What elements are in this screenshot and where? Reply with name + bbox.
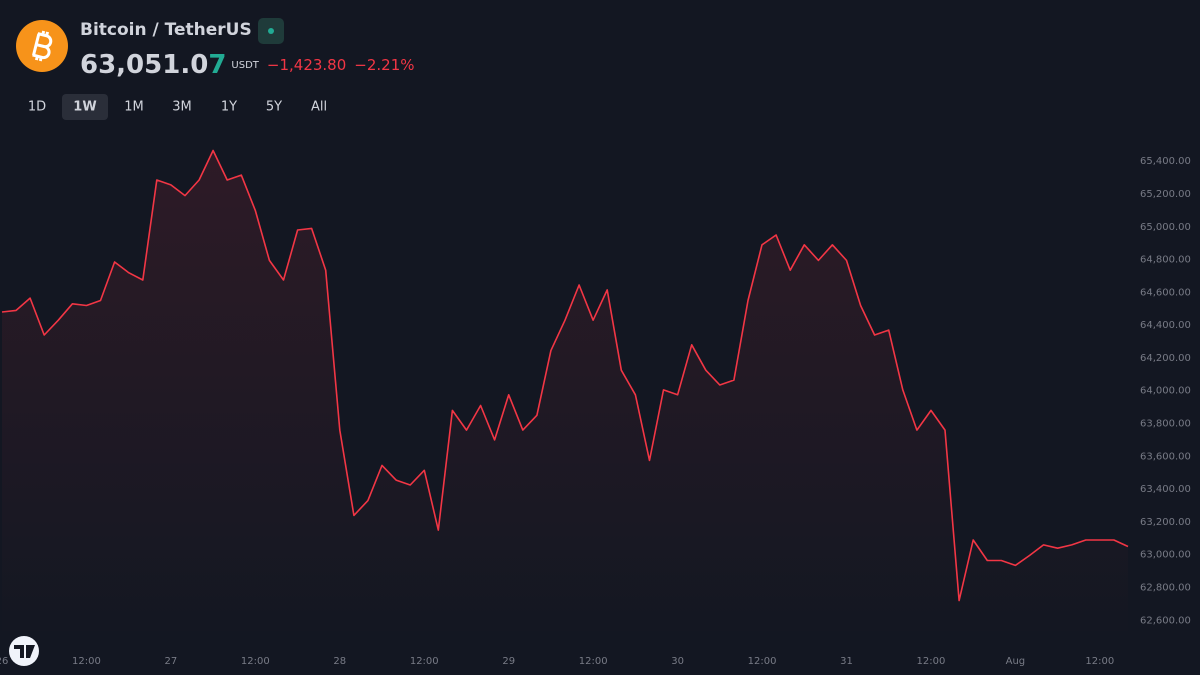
timeframe-button[interactable]: 5Y — [266, 100, 282, 115]
x-tick-label: 26 — [0, 656, 8, 667]
x-tick-label: 12:00 — [72, 656, 101, 667]
y-tick-label: 63,200.00 — [1140, 517, 1191, 528]
x-tick-label: 12:00 — [748, 656, 777, 667]
y-tick-label: 62,800.00 — [1140, 583, 1191, 594]
y-tick-label: 65,000.00 — [1140, 222, 1191, 233]
x-tick-label: 12:00 — [1085, 656, 1114, 667]
price-last-digit: 7 — [208, 50, 226, 80]
price-change: −1,423.80 — [267, 56, 346, 74]
timeframe-button[interactable]: 1M — [124, 100, 144, 115]
timeframe-button[interactable]: 1D — [28, 100, 46, 115]
y-tick-label: 63,000.00 — [1140, 550, 1191, 561]
y-tick-label: 64,200.00 — [1140, 353, 1191, 364]
plot: 62,600.00 62,800.00 63,000.00 63,200.00 63,4… — [0, 149, 1191, 667]
y-tick-label: 65,200.00 — [1140, 189, 1191, 200]
price-line: 63,051.07 USDT −1,423.80 −2.21% — [80, 50, 415, 80]
y-tick-label: 63,600.00 — [1140, 451, 1191, 462]
timeframe-button[interactable]: All — [311, 100, 327, 115]
currency: USDT — [231, 60, 259, 71]
y-tick-label: 65,400.00 — [1140, 156, 1191, 167]
y-tick-label: 62,600.00 — [1140, 615, 1191, 626]
timeframe-button[interactable]: 1W — [73, 100, 96, 115]
x-tick-label: 12:00 — [241, 656, 270, 667]
x-tick-label: 12:00 — [917, 656, 946, 667]
status-badge — [258, 18, 284, 44]
y-tick-label: 64,400.00 — [1140, 320, 1191, 331]
x-tick-label: 28 — [333, 656, 346, 667]
x-tick-label: Aug — [1006, 656, 1026, 667]
timeframe-active-bg — [62, 94, 108, 120]
x-tick-label: 12:00 — [410, 656, 439, 667]
symbol-title: Bitcoin / TetherUS — [80, 20, 252, 40]
y-tick-label: 63,800.00 — [1140, 419, 1191, 430]
y-tick-label: 64,600.00 — [1140, 287, 1191, 298]
x-tick-label: 27 — [165, 656, 178, 667]
price-line — [1, 149, 1129, 602]
x-tick-label: 31 — [840, 656, 853, 667]
x-tick-label: 30 — [671, 656, 684, 667]
bitcoin-logo — [16, 20, 68, 72]
timeframe-button[interactable]: 1Y — [221, 100, 237, 115]
area-fill — [2, 150, 1128, 640]
x-tick-label: 12:00 — [579, 656, 608, 667]
timeframe-bar: 1D 1W 1M 3M 1Y 5Y All — [28, 94, 327, 120]
y-tick-label: 63,400.00 — [1140, 484, 1191, 495]
price: 63,051.0 — [80, 50, 208, 80]
price-change-percent: −2.21% — [354, 56, 414, 74]
y-tick-label: 64,800.00 — [1140, 255, 1191, 266]
timeframe-button[interactable]: 3M — [172, 100, 192, 115]
y-tick-label: 64,000.00 — [1140, 386, 1191, 397]
x-tick-label: 29 — [502, 656, 515, 667]
tradingview-logo — [9, 636, 39, 666]
